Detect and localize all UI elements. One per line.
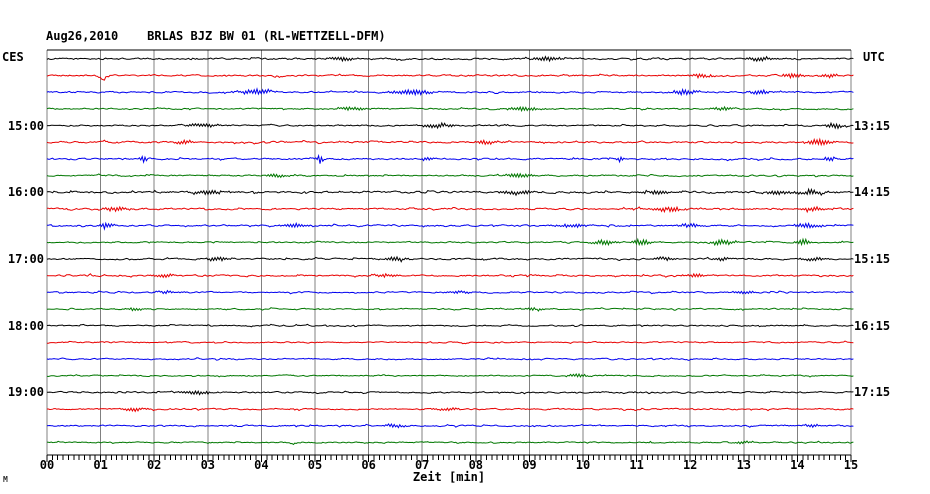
hour-label-ces: 18:00 [7, 318, 44, 333]
trace-row-5 [46, 137, 854, 147]
plot-title: Aug26,2010 BRLAS BJZ BW 01 (RL-WETTZELL-… [46, 29, 386, 43]
trace-row-15 [46, 306, 854, 312]
trace-row-6 [46, 153, 854, 165]
x-tick-label: 06 [361, 458, 376, 472]
hour-label-utc: 16:15 [854, 318, 891, 333]
hour-label-utc: 13:15 [854, 118, 891, 133]
x-tick-label: 14 [790, 458, 805, 472]
hour-label-utc: 17:15 [854, 385, 891, 400]
x-tick-label: 07 [414, 458, 430, 472]
x-tick-label: 00 [39, 458, 55, 472]
corner-mark: M [3, 475, 8, 484]
x-tick-label: 02 [146, 458, 162, 472]
trace-row-2 [46, 87, 854, 97]
x-tick-label: 10 [575, 458, 591, 472]
x-tick-label: 08 [468, 458, 484, 472]
trace-row-17 [47, 340, 854, 345]
trace-row-8 [46, 187, 854, 197]
trace-row-21 [47, 406, 854, 413]
trace-row-3 [46, 105, 854, 113]
hour-label-ces: 15:00 [7, 118, 44, 133]
hour-label-ces: 17:00 [7, 251, 44, 266]
x-tick-label: 01 [93, 458, 108, 472]
x-tick-label: 11 [629, 458, 644, 472]
trace-row-14 [46, 289, 854, 295]
trace-row-22 [46, 423, 854, 429]
timezone-label-right: UTC [863, 50, 885, 64]
trace-row-12 [46, 255, 854, 263]
trace-row-20 [47, 389, 854, 396]
x-tick-label: 15 [843, 458, 859, 472]
hour-label-ces: 16:00 [7, 185, 44, 200]
trace-row-18 [46, 357, 854, 361]
x-tick-label: 13 [736, 458, 752, 472]
trace-row-19 [46, 372, 854, 378]
trace-row-4 [46, 121, 854, 130]
trace-row-9 [46, 205, 854, 214]
timezone-label-left: CES [2, 50, 24, 64]
trace-row-23 [46, 440, 854, 446]
trace-row-7 [46, 172, 854, 179]
hour-label-utc: 15:15 [854, 251, 891, 266]
trace-row-1 [46, 72, 854, 81]
hour-label-ces: 19:00 [7, 385, 44, 400]
x-tick-label: 03 [200, 458, 216, 472]
x-tick-label: 12 [682, 458, 698, 472]
x-tick-label: 09 [522, 458, 537, 472]
trace-row-16 [46, 323, 854, 328]
trace-row-13 [46, 272, 854, 279]
trace-row-11 [46, 237, 854, 247]
x-axis-title: Zeit [min] [412, 470, 486, 484]
hour-label-utc: 14:15 [854, 185, 891, 200]
x-tick-label: 05 [307, 458, 323, 472]
trace-row-10 [46, 221, 854, 231]
x-tick-label: 04 [254, 458, 269, 472]
trace-row-0 [46, 55, 854, 63]
